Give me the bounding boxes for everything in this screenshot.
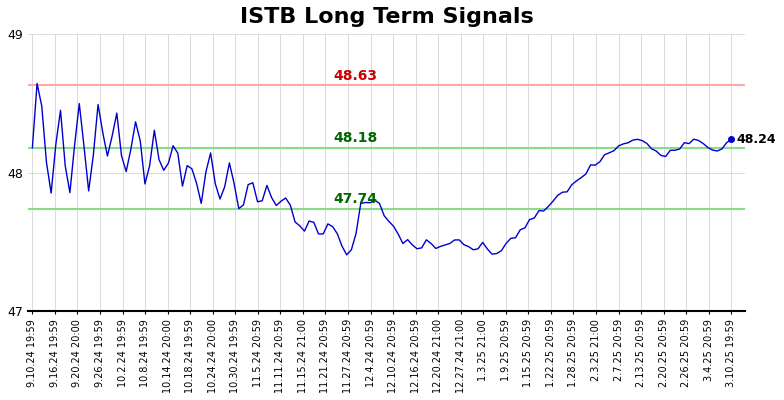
Text: 48.63: 48.63 <box>333 69 377 83</box>
Text: 47.74: 47.74 <box>333 192 377 206</box>
Text: 48.24: 48.24 <box>736 133 775 146</box>
Title: ISTB Long Term Signals: ISTB Long Term Signals <box>240 7 533 27</box>
Text: 48.18: 48.18 <box>333 131 377 145</box>
